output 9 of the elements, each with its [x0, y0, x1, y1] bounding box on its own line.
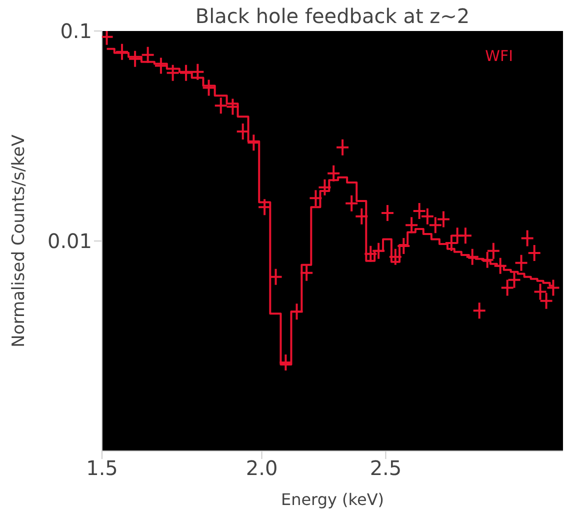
x-tick-label: 2.0 — [246, 456, 278, 480]
chart-title: Black hole feedback at z~2 — [194, 4, 471, 28]
x-axis-title: Energy (keV) — [280, 490, 384, 509]
x-tick-label: 1.5 — [86, 456, 118, 480]
y-tick-label: 0.1 — [60, 19, 92, 44]
x-tick-label: 2.5 — [370, 456, 402, 480]
y-axis-title: Normalised Counts/s/keV — [9, 134, 30, 348]
text: WFI — [485, 47, 513, 65]
y-tick-label: 0.01 — [47, 229, 92, 254]
